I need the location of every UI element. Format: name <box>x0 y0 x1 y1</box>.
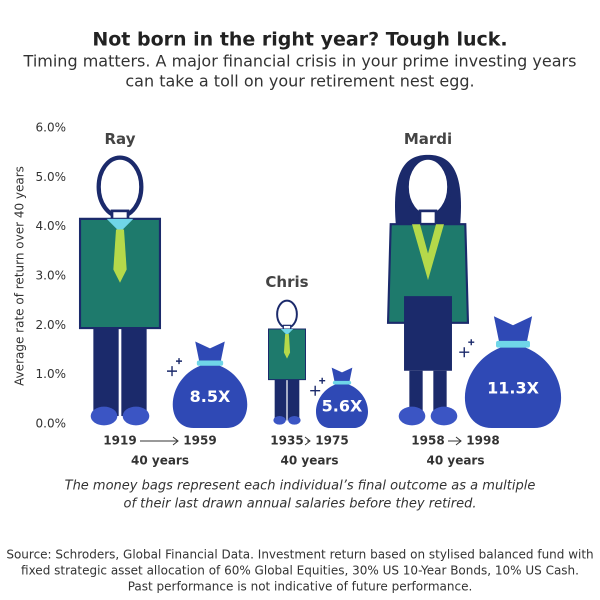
bag-label: 11.3X <box>487 378 539 397</box>
source: Source: Schroders, Global Financial Data… <box>6 548 593 562</box>
plus <box>310 377 326 396</box>
subtitle: can take a toll on your retirement nest … <box>125 72 474 91</box>
shoe <box>430 406 458 426</box>
note: of their last drawn annual salaries befo… <box>124 497 477 512</box>
y-tick-label: 2.0% <box>36 318 67 332</box>
person-name: Chris <box>265 273 308 291</box>
tie <box>283 333 291 359</box>
subtitle: Timing matters. A major financial crisis… <box>23 52 577 71</box>
bag-tie <box>496 340 530 348</box>
collar <box>412 224 444 281</box>
bag-label: 5.6X <box>322 396 363 415</box>
y-tick-label: 1.0% <box>36 367 67 381</box>
y-tick-label: 6.0% <box>36 121 67 135</box>
end-year: 1975 <box>315 434 348 448</box>
end-year: 1998 <box>466 434 499 448</box>
neck <box>418 209 438 226</box>
duration: 40 years <box>131 454 189 468</box>
bag-tie <box>196 360 224 366</box>
start-year: 1919 <box>103 434 136 448</box>
tie <box>113 229 127 283</box>
y-tick-label: 3.0% <box>36 269 67 283</box>
person <box>268 299 306 425</box>
arrow <box>140 436 179 446</box>
head <box>96 155 144 219</box>
money-bag <box>464 316 562 428</box>
source: Past performance is not indicative of fu… <box>128 580 473 594</box>
arrow <box>304 436 311 446</box>
arrow <box>448 436 462 446</box>
shoe <box>90 406 118 426</box>
head <box>404 155 452 219</box>
person-name: Ray <box>105 130 136 148</box>
shoe <box>288 415 301 425</box>
money-bag <box>172 341 248 428</box>
plus <box>459 339 475 358</box>
person <box>386 154 470 426</box>
person-name: Mardi <box>404 130 452 148</box>
money-bag <box>315 367 369 428</box>
person <box>78 155 162 426</box>
shoe <box>398 406 426 426</box>
duration: 40 years <box>281 454 339 468</box>
start-year: 1935 <box>270 434 303 448</box>
chart-title: Not born in the right year? Tough luck. <box>92 29 507 51</box>
y-axis-label: Average rate of return over 40 years <box>13 166 27 386</box>
head <box>276 299 298 329</box>
y-tick-label: 5.0% <box>36 170 67 184</box>
collar <box>280 329 294 336</box>
shoe <box>122 406 150 426</box>
note: The money bags represent each individual… <box>65 479 536 494</box>
start-year: 1958 <box>411 434 444 448</box>
bag-tie <box>332 380 352 385</box>
shoe <box>273 415 286 425</box>
bag-label: 8.5X <box>190 387 231 406</box>
source: fixed strategic asset allocation of 60% … <box>21 564 579 578</box>
y-tick-label: 4.0% <box>36 219 67 233</box>
skirt <box>404 296 452 371</box>
duration: 40 years <box>427 454 485 468</box>
leg <box>409 370 423 414</box>
collar <box>106 218 134 233</box>
y-tick-label: 0.0% <box>36 417 67 431</box>
leg <box>433 370 447 414</box>
plus <box>167 358 183 377</box>
end-year: 1959 <box>183 434 216 448</box>
